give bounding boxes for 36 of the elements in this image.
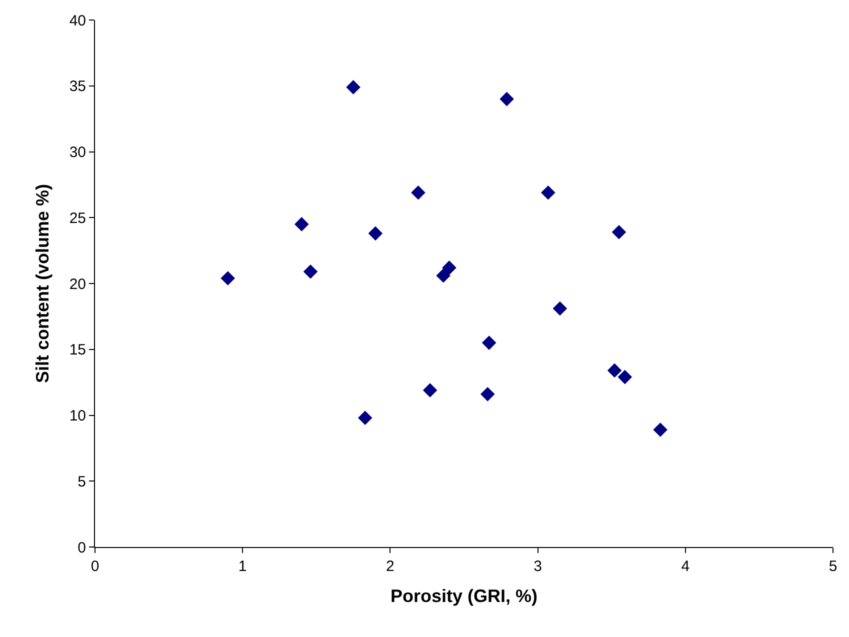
point — [368, 226, 383, 241]
point — [540, 185, 556, 200]
y-tick-label: 30 — [69, 144, 86, 161]
x-tick-label: 2 — [386, 558, 394, 575]
point — [303, 264, 318, 279]
x-tick-label: 0 — [90, 558, 100, 575]
point — [346, 80, 360, 94]
point — [612, 224, 626, 240]
point — [358, 410, 372, 426]
point — [607, 363, 622, 378]
y-axis-title: Silt content (volume %) — [32, 184, 53, 384]
x-axis-title: Porosity (GRI, %) — [390, 586, 538, 606]
point — [294, 217, 309, 232]
y-tick-label: 35 — [69, 78, 86, 96]
x-tick-label: 1 — [238, 558, 247, 575]
x-tick-label: 4 — [681, 558, 690, 575]
point — [411, 185, 426, 200]
point — [618, 370, 632, 384]
point — [480, 387, 495, 402]
point — [482, 336, 496, 350]
point — [422, 383, 438, 398]
y-tick-label: 0 — [78, 539, 86, 556]
y-tick-label: 15 — [69, 342, 86, 359]
x-tick-label: 3 — [534, 558, 542, 575]
y-tick-label: 5 — [78, 473, 86, 490]
x-tick-label: 5 — [828, 558, 838, 575]
y-tick-label: 10 — [69, 408, 86, 424]
point — [436, 268, 450, 283]
y-tick-label: 40 — [69, 12, 86, 30]
point — [653, 422, 668, 437]
y-tick-label: 20 — [69, 276, 86, 293]
point — [552, 301, 568, 316]
y-tick-label: 25 — [69, 210, 86, 227]
point — [500, 92, 514, 106]
point — [442, 260, 456, 275]
point — [220, 271, 235, 286]
